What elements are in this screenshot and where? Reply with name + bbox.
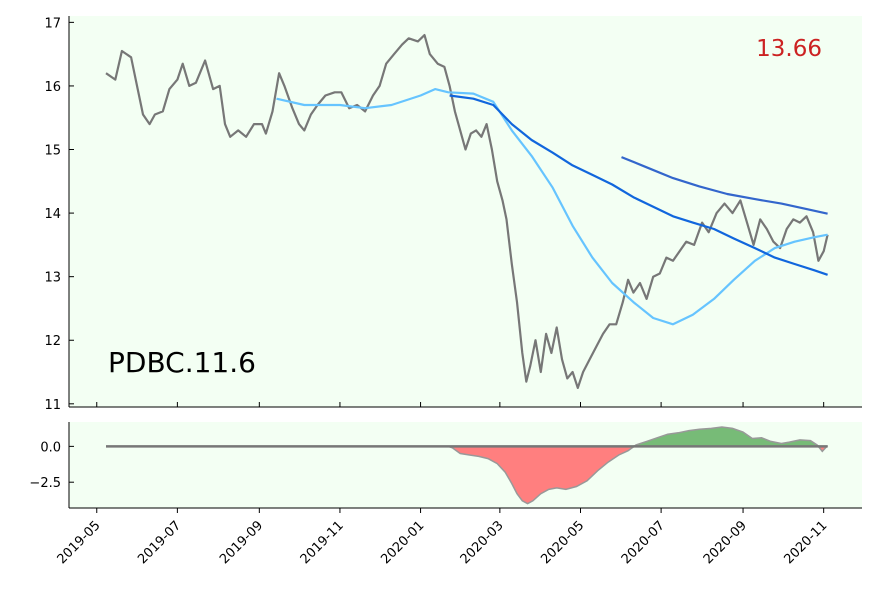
short-moving-average-line xyxy=(276,88,828,326)
x-tick-label: 2019-05 xyxy=(55,518,104,567)
price-series-group xyxy=(105,34,829,389)
y-tick-label: 17 xyxy=(44,16,61,31)
x-tick-label: 2020-11 xyxy=(781,518,830,567)
y-tick-label: 14 xyxy=(44,207,61,222)
y-tick-label: 12 xyxy=(44,334,61,349)
price-axes: 11 12 13 14 15 16 17 xyxy=(44,16,862,413)
x-tick-label: 2020-03 xyxy=(458,518,507,567)
y-tick-label: 13 xyxy=(44,271,61,286)
y-tick-label: 15 xyxy=(44,144,61,159)
x-tick-label: 2019-07 xyxy=(135,518,184,567)
oscillator-panel: 0.0 −2.5 2019-05 2019-07 2019-09 2019-11 2020-… xyxy=(29,422,862,567)
oscillator-edge-line xyxy=(106,426,829,505)
last-price-label: 13.66 xyxy=(756,36,822,62)
long-moving-average-line xyxy=(449,94,828,276)
x-tick-label: 2020-09 xyxy=(701,518,750,567)
oscillator-series-group xyxy=(106,426,829,505)
y-tick-label: 16 xyxy=(44,80,61,95)
x-tick-label: 2019-11 xyxy=(298,518,347,567)
x-tick-label: 2020-07 xyxy=(619,518,668,567)
trend-line xyxy=(621,156,828,215)
x-tick-label: 2020-05 xyxy=(538,518,587,567)
price-panel: 11 12 13 14 15 16 17 PDBC.11.6 13.66 xyxy=(44,16,862,413)
x-tick-label: 2019-09 xyxy=(217,518,266,567)
x-tick-label: 2020-01 xyxy=(378,518,427,567)
y-tick-label: 11 xyxy=(44,398,61,413)
y-tick-label: −2.5 xyxy=(29,476,61,491)
ticker-label: PDBC.11.6 xyxy=(108,346,256,379)
y-tick-label: 0.0 xyxy=(40,440,61,455)
